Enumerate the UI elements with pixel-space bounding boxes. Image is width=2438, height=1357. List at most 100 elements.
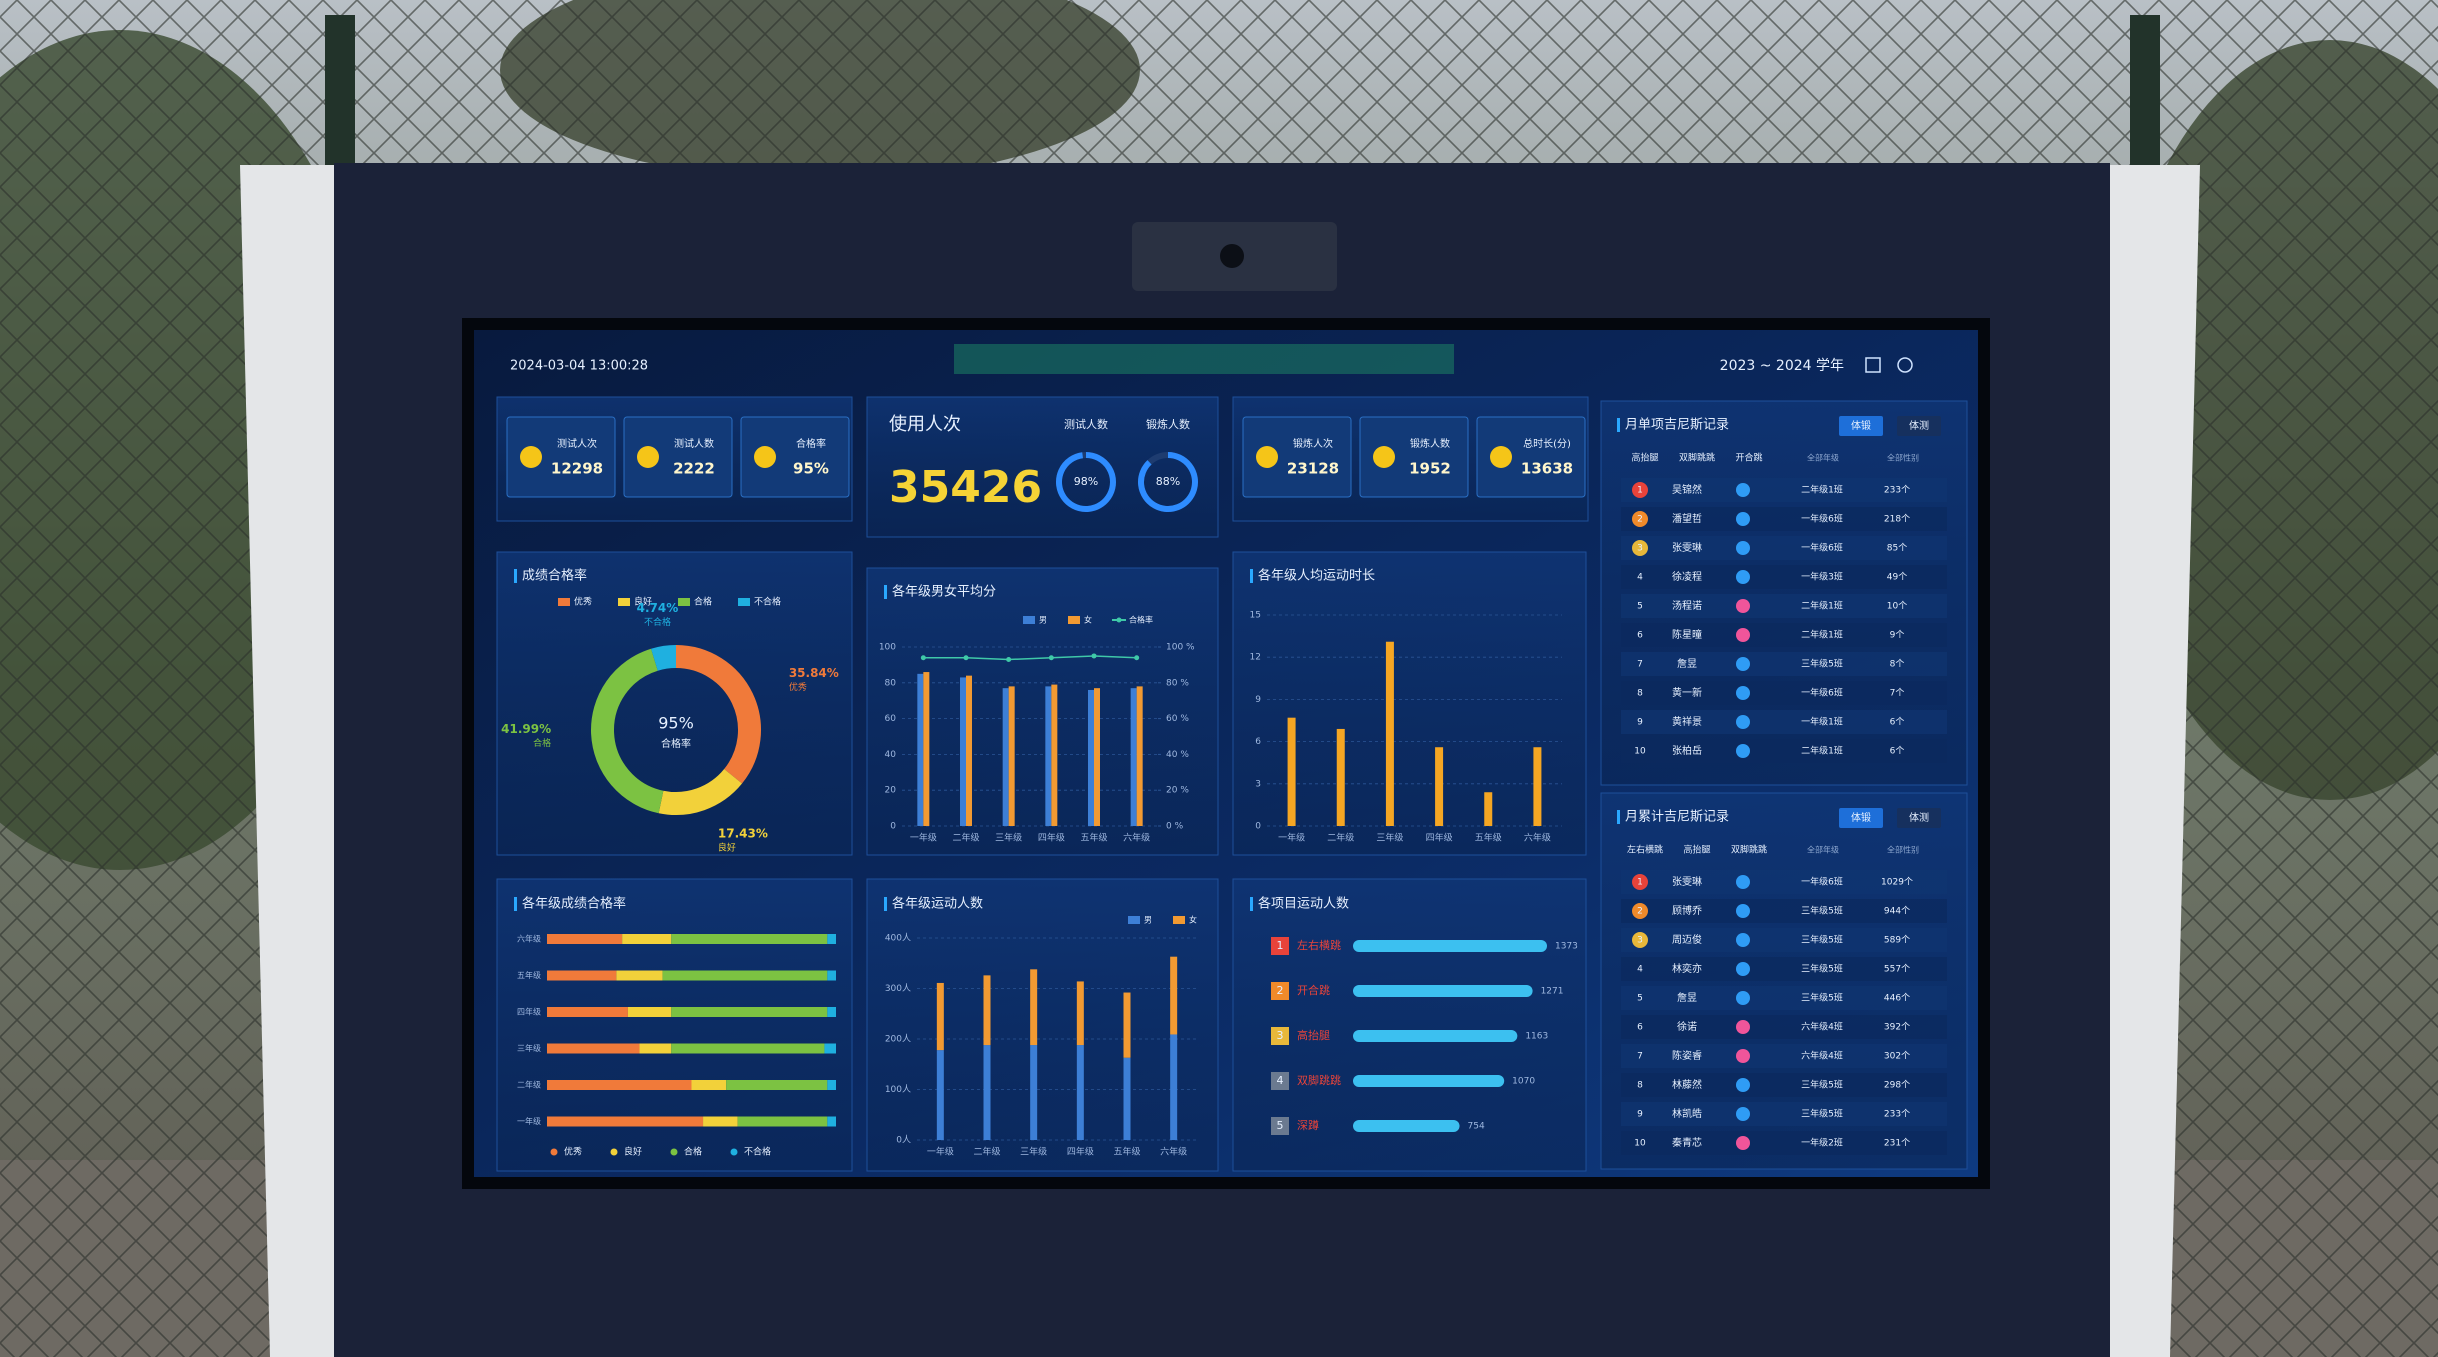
line-point: [1006, 657, 1012, 663]
gender-icon: [1736, 512, 1750, 526]
x-tick-label: 五年级: [1475, 832, 1502, 844]
title-accent: [514, 897, 517, 911]
tab[interactable]: [1839, 416, 1883, 436]
bar-segment: [616, 970, 663, 981]
count: 231个: [1884, 1138, 1910, 1149]
filter: 全部年级: [1807, 453, 1839, 463]
event-tab: 双脚跳跳: [1679, 452, 1715, 464]
gender-icon: [1736, 1020, 1750, 1034]
name: 汤程诺: [1672, 599, 1702, 612]
gender-icon: [1736, 991, 1750, 1005]
panel: [866, 878, 1219, 1172]
legend-label: 男: [1144, 916, 1152, 925]
gender-icon: [1736, 483, 1750, 497]
tab[interactable]: [1839, 808, 1883, 828]
count: 85个: [1887, 543, 1907, 554]
name: 黄一新: [1672, 686, 1702, 699]
stat-value: 2222: [673, 460, 715, 478]
rank: 7: [1637, 1052, 1643, 1062]
bar-segment: [827, 934, 836, 944]
class: 三年级5班: [1801, 905, 1843, 917]
class: 三年级5班: [1801, 1108, 1843, 1120]
class: 一年级1班: [1801, 716, 1843, 728]
line-point: [1048, 655, 1054, 661]
count: 7个: [1890, 688, 1905, 699]
stat-card: [740, 416, 850, 498]
tab[interactable]: [1897, 416, 1941, 436]
x-tick-label: 六年级: [1123, 832, 1150, 844]
bar: [1353, 940, 1547, 952]
count: 233个: [1884, 1109, 1910, 1120]
legend-label: 良好: [624, 1146, 642, 1158]
bar-segment: [671, 1007, 828, 1017]
x-tick-label: 三年级: [1376, 832, 1403, 844]
stat-card: [1359, 416, 1469, 498]
gender-icon: [1736, 875, 1750, 889]
class: 一年级2班: [1801, 1137, 1843, 1149]
rank: 4: [1637, 573, 1643, 583]
legend-label: 男: [1039, 616, 1047, 625]
x-tick-label: 三年级: [1020, 1146, 1047, 1158]
count: 392个: [1884, 1022, 1910, 1033]
stat-value: 23128: [1287, 460, 1339, 478]
row-background: [1621, 1131, 1947, 1155]
class: 一年级3班: [1801, 571, 1843, 583]
rank: 9: [1637, 1110, 1643, 1120]
y-tick-label: 0: [890, 822, 896, 832]
tab[interactable]: [1897, 808, 1941, 828]
gender-icon: [1736, 628, 1750, 642]
gender-icon: [1736, 1078, 1750, 1092]
row-background: [1621, 594, 1947, 618]
bar: [1353, 1075, 1505, 1087]
row-background: [1621, 536, 1947, 560]
x-tick-label: 六年级: [1160, 1146, 1187, 1158]
row-background: [1621, 623, 1947, 647]
name: 周迈俊: [1672, 933, 1702, 946]
stat-icon: [520, 446, 542, 468]
y-tick-label: 100: [879, 643, 896, 653]
timestamp: 2024-03-04 13:00:28: [510, 359, 648, 374]
power-icon[interactable]: [1897, 357, 1913, 373]
bar: [966, 675, 972, 826]
bar-segment: [1123, 992, 1131, 1058]
gender-icon: [1736, 904, 1750, 918]
category-label: 左右横跳: [1297, 938, 1341, 952]
bar: [1002, 688, 1009, 826]
bar: [1088, 689, 1094, 826]
y-tick-label: 6: [1255, 737, 1261, 747]
bar-segment: [1076, 981, 1084, 1046]
bar-segment: [936, 1050, 944, 1140]
y-tick-label: 12: [1250, 653, 1261, 663]
bar-segment: [671, 1043, 825, 1054]
x-tick-label: 一年级: [1278, 832, 1305, 844]
y-tick-label: 3: [1255, 779, 1261, 789]
count: 944个: [1884, 906, 1910, 917]
title-accent: [1250, 569, 1253, 583]
rank: 10: [1634, 1139, 1646, 1149]
bar: [1008, 686, 1015, 826]
class: 三年级5班: [1801, 658, 1843, 670]
medal: [1632, 874, 1648, 890]
medal: [1632, 903, 1648, 919]
donut-slice: [651, 645, 677, 671]
stat-label: 总时长(分): [1523, 437, 1571, 450]
panel-title: 各年级运动人数: [892, 896, 983, 912]
fullscreen-icon[interactable]: [1865, 357, 1881, 373]
legend-label: 合格率: [1129, 615, 1153, 625]
class: 一年级6班: [1801, 513, 1843, 525]
name: 詹昱: [1677, 657, 1697, 670]
bar-segment: [547, 1080, 692, 1090]
bar: [1136, 686, 1143, 826]
gender-icon: [1736, 599, 1750, 613]
panel-title: 成绩合格率: [522, 568, 587, 584]
bar-segment: [691, 1080, 727, 1090]
name: 张雯琳: [1672, 876, 1702, 888]
legend-label: 合格: [684, 1146, 702, 1158]
row-background: [1621, 986, 1947, 1010]
class: 二年级1班: [1801, 745, 1843, 757]
bar-segment: [1170, 956, 1178, 1035]
bar: [1385, 641, 1394, 826]
count: 218个: [1884, 514, 1910, 525]
y-tick-label: 80: [885, 678, 897, 688]
count: 10个: [1887, 601, 1907, 612]
